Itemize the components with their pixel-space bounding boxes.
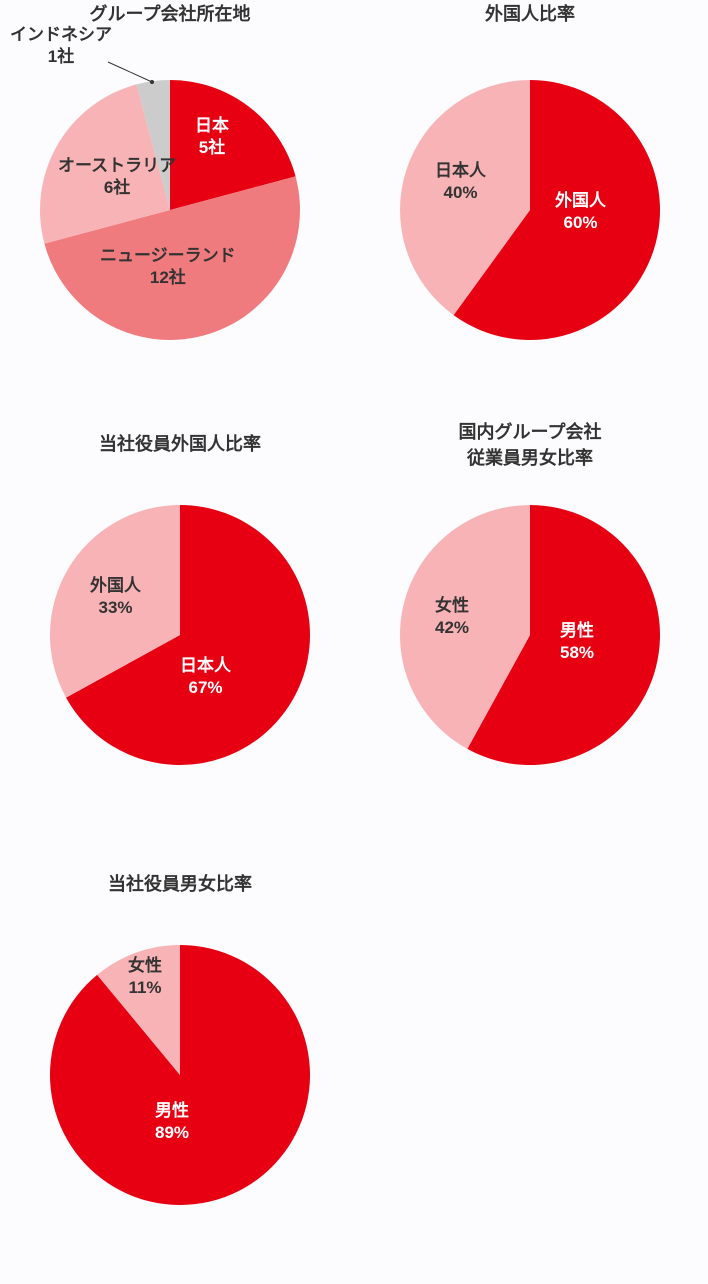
slice-label-locations-0: 日本5社 (195, 115, 229, 159)
slice-name: 女性 (128, 955, 162, 977)
slice-label-foreign-ratio-1: 日本人40% (435, 160, 486, 204)
slice-name: 男性 (560, 620, 594, 642)
slice-value: 60% (555, 212, 606, 234)
slice-value: 89% (155, 1122, 189, 1144)
slice-label-foreign-ratio-0: 外国人60% (555, 190, 606, 234)
slice-locations-0 (170, 80, 296, 210)
chart-title-exec-foreign-ratio: 当社役員外国人比率 (80, 430, 280, 456)
slice-label-domestic-gender-1: 女性42% (435, 595, 469, 639)
slice-name: 日本人 (180, 655, 231, 677)
slice-name: 外国人 (555, 190, 606, 212)
slice-name: 日本 (195, 115, 229, 137)
slice-value: 11% (128, 977, 162, 999)
slice-label-locations-1: ニュージーランド12社 (100, 245, 236, 289)
slice-value: 40% (435, 182, 486, 204)
slice-name: オーストラリア (58, 155, 176, 177)
slice-name: 女性 (435, 595, 469, 617)
slice-value: 1社 (10, 46, 112, 68)
page: グループ会社所在地日本5社ニュージーランド12社オーストラリア6社インドネシア1… (0, 0, 708, 1284)
slice-value: 58% (560, 642, 594, 664)
slice-value: 42% (435, 617, 469, 639)
slice-label-domestic-gender-0: 男性58% (560, 620, 594, 664)
slice-name: インドネシア (10, 24, 112, 46)
chart-title-domestic-gender: 国内グループ会社 従業員男女比率 (430, 418, 630, 470)
chart-title-exec-gender: 当社役員男女比率 (80, 870, 280, 896)
slice-exec-gender-0 (50, 945, 310, 1205)
slice-label-locations-2: オーストラリア6社 (58, 155, 176, 199)
slice-label-exec-gender-0: 男性89% (155, 1100, 189, 1144)
slice-value: 33% (90, 597, 141, 619)
slice-name: 男性 (155, 1100, 189, 1122)
slice-label-locations-3: インドネシア1社 (10, 24, 112, 68)
slice-value: 6社 (58, 177, 176, 199)
slice-label-exec-gender-1: 女性11% (128, 955, 162, 999)
slice-value: 12社 (100, 267, 236, 289)
slice-name: 外国人 (90, 575, 141, 597)
leader-line (108, 62, 152, 82)
chart-title-locations: グループ会社所在地 (70, 0, 270, 26)
slice-value: 67% (180, 677, 231, 699)
slice-name: ニュージーランド (100, 245, 236, 267)
slice-label-exec-foreign-ratio-0: 日本人67% (180, 655, 231, 699)
slice-value: 5社 (195, 137, 229, 159)
slice-exec-foreign-ratio-0 (66, 505, 310, 765)
slice-name: 日本人 (435, 160, 486, 182)
leader-dot (150, 80, 154, 84)
slice-label-exec-foreign-ratio-1: 外国人33% (90, 575, 141, 619)
chart-title-foreign-ratio: 外国人比率 (450, 0, 610, 26)
